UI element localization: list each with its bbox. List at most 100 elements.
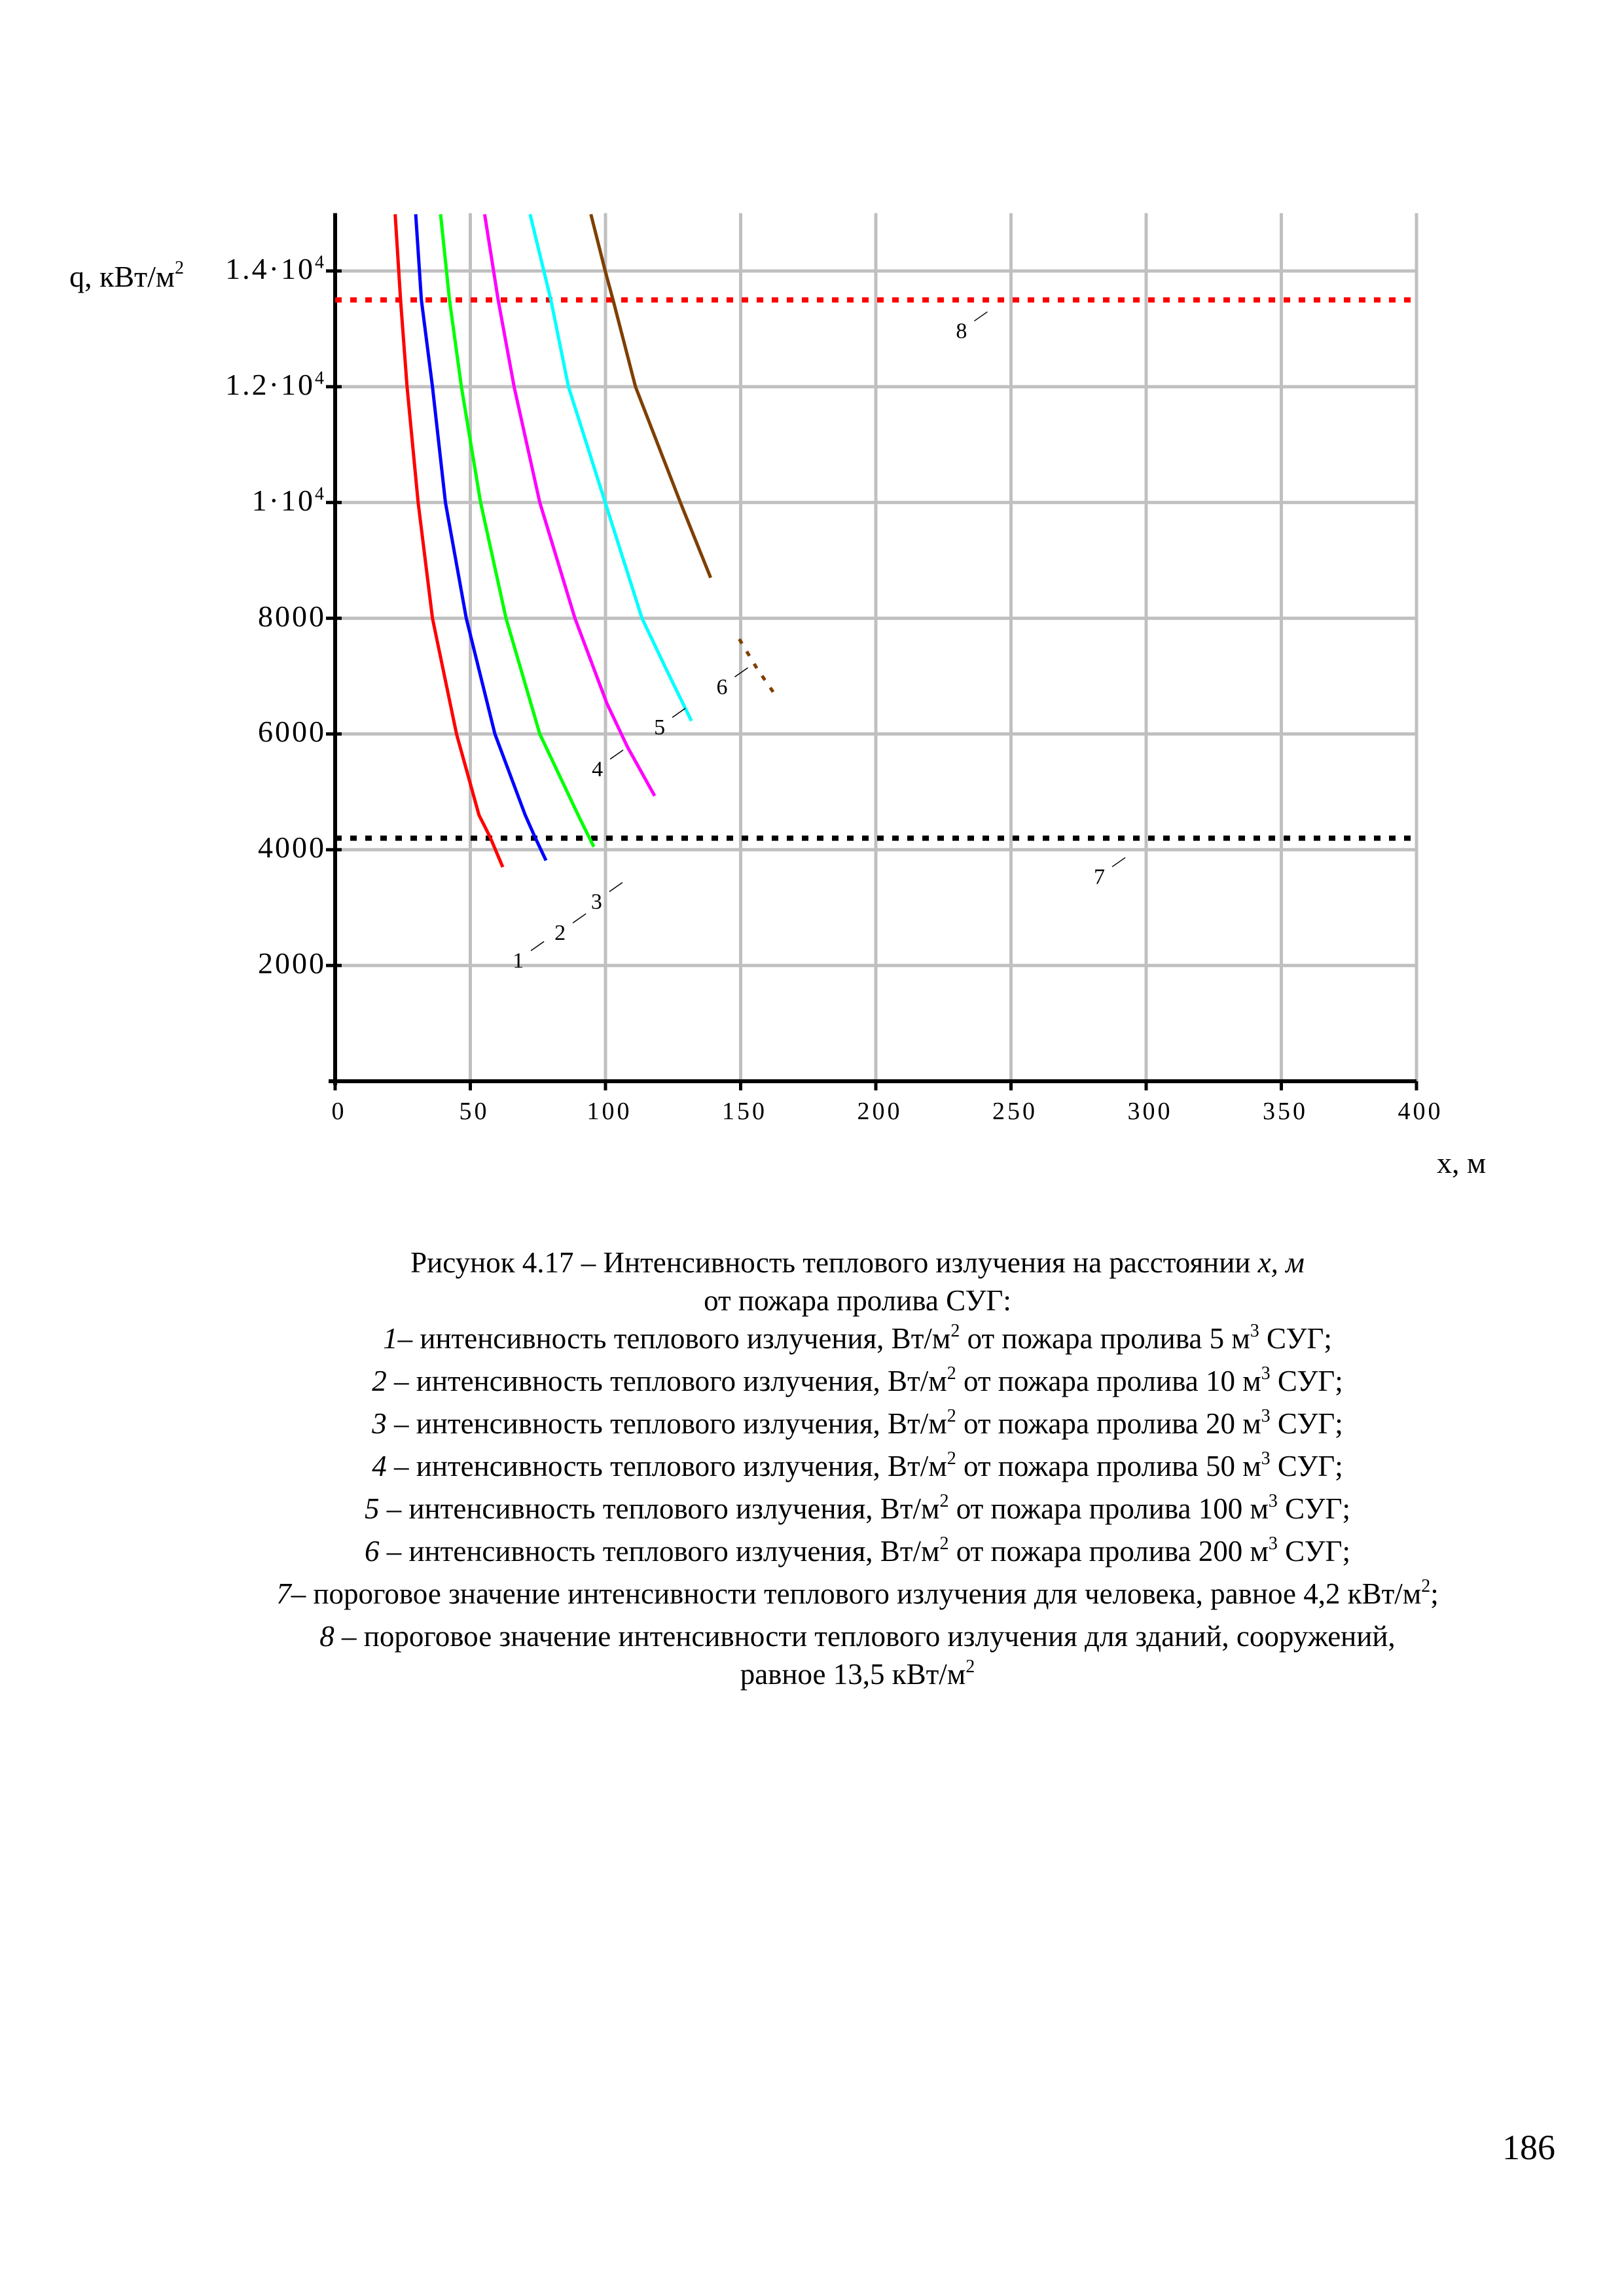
label-leader — [609, 749, 624, 760]
caption-text: 6 — [365, 1535, 380, 1568]
caption-text: – пороговое значение интенсивности тепло… — [334, 1620, 1396, 1653]
curve-label-6: 6 — [717, 675, 728, 699]
curve-label-4: 4 — [592, 757, 603, 781]
x-tick-label: 250 — [992, 1098, 1038, 1125]
caption-text: СУГ; — [1277, 1535, 1350, 1568]
caption-text: Рисунок 4.17 – Интенсивность теплового и… — [410, 1246, 1258, 1279]
caption-text: – интенсивность теплового излучения, Вт/… — [386, 1407, 947, 1440]
caption-text: от пожара пролива СУГ: — [704, 1284, 1011, 1317]
y-tick-label: 1·104 — [252, 483, 326, 518]
series-line-3 — [439, 214, 596, 848]
caption-text: – интенсивность теплового излучения, Вт/… — [386, 1365, 947, 1397]
y-tick-label: 2000 — [258, 946, 326, 980]
caption-text: 2 — [950, 1321, 960, 1341]
y-tick-label: 8000 — [258, 599, 326, 634]
caption-line: Рисунок 4.17 – Интенсивность теплового и… — [0, 1244, 1624, 1282]
label-leader — [973, 311, 988, 322]
caption-text: 3 — [1261, 1448, 1271, 1469]
x-tick-label: 350 — [1263, 1098, 1308, 1125]
y-tick-base: 4000 — [258, 831, 326, 865]
x-tick-label: 300 — [1128, 1098, 1173, 1125]
label-leader — [672, 708, 686, 718]
caption-line: 2 – интенсивность теплового излучения, В… — [0, 1362, 1624, 1405]
x-axis-label: x, м — [1437, 1146, 1486, 1179]
series-line-6 — [589, 213, 712, 579]
caption-text: – интенсивность теплового излучения, Вт/… — [386, 1450, 947, 1482]
series-line-2 — [414, 214, 548, 861]
caption-text: равное 13,5 кВт/м — [740, 1658, 966, 1691]
caption-text: 4 — [372, 1450, 387, 1482]
caption-text: СУГ; — [1270, 1407, 1343, 1440]
caption-text: 2 — [947, 1448, 956, 1469]
curve-label-7: 7 — [1094, 865, 1105, 889]
curve-label-3: 3 — [591, 889, 602, 914]
y-tick-base: 1·10 — [251, 483, 315, 517]
curve-label-8: 8 — [956, 319, 967, 343]
curve-label-5: 5 — [654, 715, 665, 740]
y-tick-base: 1.2·10 — [225, 367, 315, 401]
x-tick-label: 0 — [332, 1098, 347, 1125]
caption-line: 8 – пороговое значение интенсивности теп… — [0, 1617, 1624, 1655]
y-tick-label: 6000 — [258, 714, 326, 749]
caption-text: 2 — [939, 1534, 949, 1554]
y-tick-exponent: 4 — [315, 252, 326, 273]
caption-text: от пожара пролива 50 м — [956, 1450, 1261, 1482]
caption-text: x, м — [1257, 1246, 1305, 1279]
caption-text: СУГ; — [1277, 1492, 1350, 1525]
x-tick-label: 50 — [460, 1098, 490, 1125]
caption-text: 3 — [1250, 1321, 1259, 1341]
caption-text: – интенсивность теплового излучения, Вт/… — [379, 1492, 940, 1525]
caption-text: от пожара пролива 20 м — [956, 1407, 1261, 1440]
caption-text: 2 — [1421, 1576, 1431, 1596]
y-tick-base: 8000 — [258, 599, 326, 633]
caption-text: 7 — [276, 1577, 291, 1610]
y-tick-base: 2000 — [258, 946, 326, 980]
caption-text: ; — [1430, 1577, 1439, 1610]
caption-line: от пожара пролива СУГ: — [0, 1282, 1624, 1319]
series-line-5 — [528, 213, 693, 722]
caption-text: 3 — [1268, 1491, 1278, 1511]
caption-text: 2 — [965, 1657, 975, 1677]
y-tick-exponent: 4 — [315, 484, 326, 505]
caption-text: 2 — [372, 1365, 387, 1397]
heat-flux-chart: 0 50 100 150 200 250 300 350 400 q, кВт/м2 x, м 1 2 3… — [69, 213, 1486, 1179]
caption-text: 3 — [372, 1407, 387, 1440]
x-tick-label: 100 — [587, 1098, 632, 1125]
caption-line: 6 – интенсивность теплового излучения, В… — [0, 1532, 1624, 1575]
label-leader — [530, 941, 545, 952]
caption-text: 1 — [383, 1322, 398, 1355]
caption-text: 2 — [947, 1406, 956, 1426]
curve-label-2: 2 — [554, 921, 566, 945]
series-line-6-tail — [738, 638, 778, 697]
caption-text: от пожара пролива 10 м — [956, 1365, 1261, 1397]
y-axis-label: q, кВт/м2 — [69, 258, 184, 293]
y-tick-base: 1.4·10 — [225, 252, 315, 285]
caption-line: 7– пороговое значение интенсивности тепл… — [0, 1575, 1624, 1617]
label-leader — [1111, 857, 1126, 867]
series-line-4 — [482, 213, 657, 797]
caption-text: 8 — [319, 1620, 334, 1653]
y-tick-exponent: 4 — [315, 368, 326, 389]
x-tick-label: 200 — [857, 1098, 903, 1125]
caption-text: СУГ; — [1270, 1450, 1343, 1482]
curve-label-1: 1 — [513, 949, 524, 973]
caption-text: от пожара пролива 100 м — [948, 1492, 1269, 1525]
x-tick-label: 400 — [1398, 1098, 1443, 1125]
label-leader — [572, 913, 586, 924]
caption-text: – интенсивность теплового излучения, Вт/… — [379, 1535, 940, 1568]
y-tick-base: 6000 — [258, 715, 326, 749]
label-leader — [734, 667, 748, 677]
caption-text: 5 — [365, 1492, 380, 1525]
caption-text: 3 — [1268, 1534, 1278, 1554]
x-tick-label: 150 — [722, 1098, 767, 1125]
y-axis-label-sup: 2 — [175, 258, 184, 278]
y-tick-label: 4000 — [258, 830, 326, 865]
series-line-1 — [393, 214, 505, 868]
caption-line: 1– интенсивность теплового излучения, Вт… — [0, 1319, 1624, 1362]
caption-line: 3 – интенсивность теплового излучения, В… — [0, 1405, 1624, 1447]
caption-line: равное 13,5 кВт/м2 — [0, 1655, 1624, 1698]
caption-text: 3 — [1261, 1406, 1271, 1426]
caption-text: – интенсивность теплового излучения, Вт/… — [397, 1322, 951, 1355]
caption-line: 4 – интенсивность теплового излучения, В… — [0, 1447, 1624, 1490]
caption-text: – пороговое значение интенсивности тепло… — [291, 1577, 1422, 1610]
